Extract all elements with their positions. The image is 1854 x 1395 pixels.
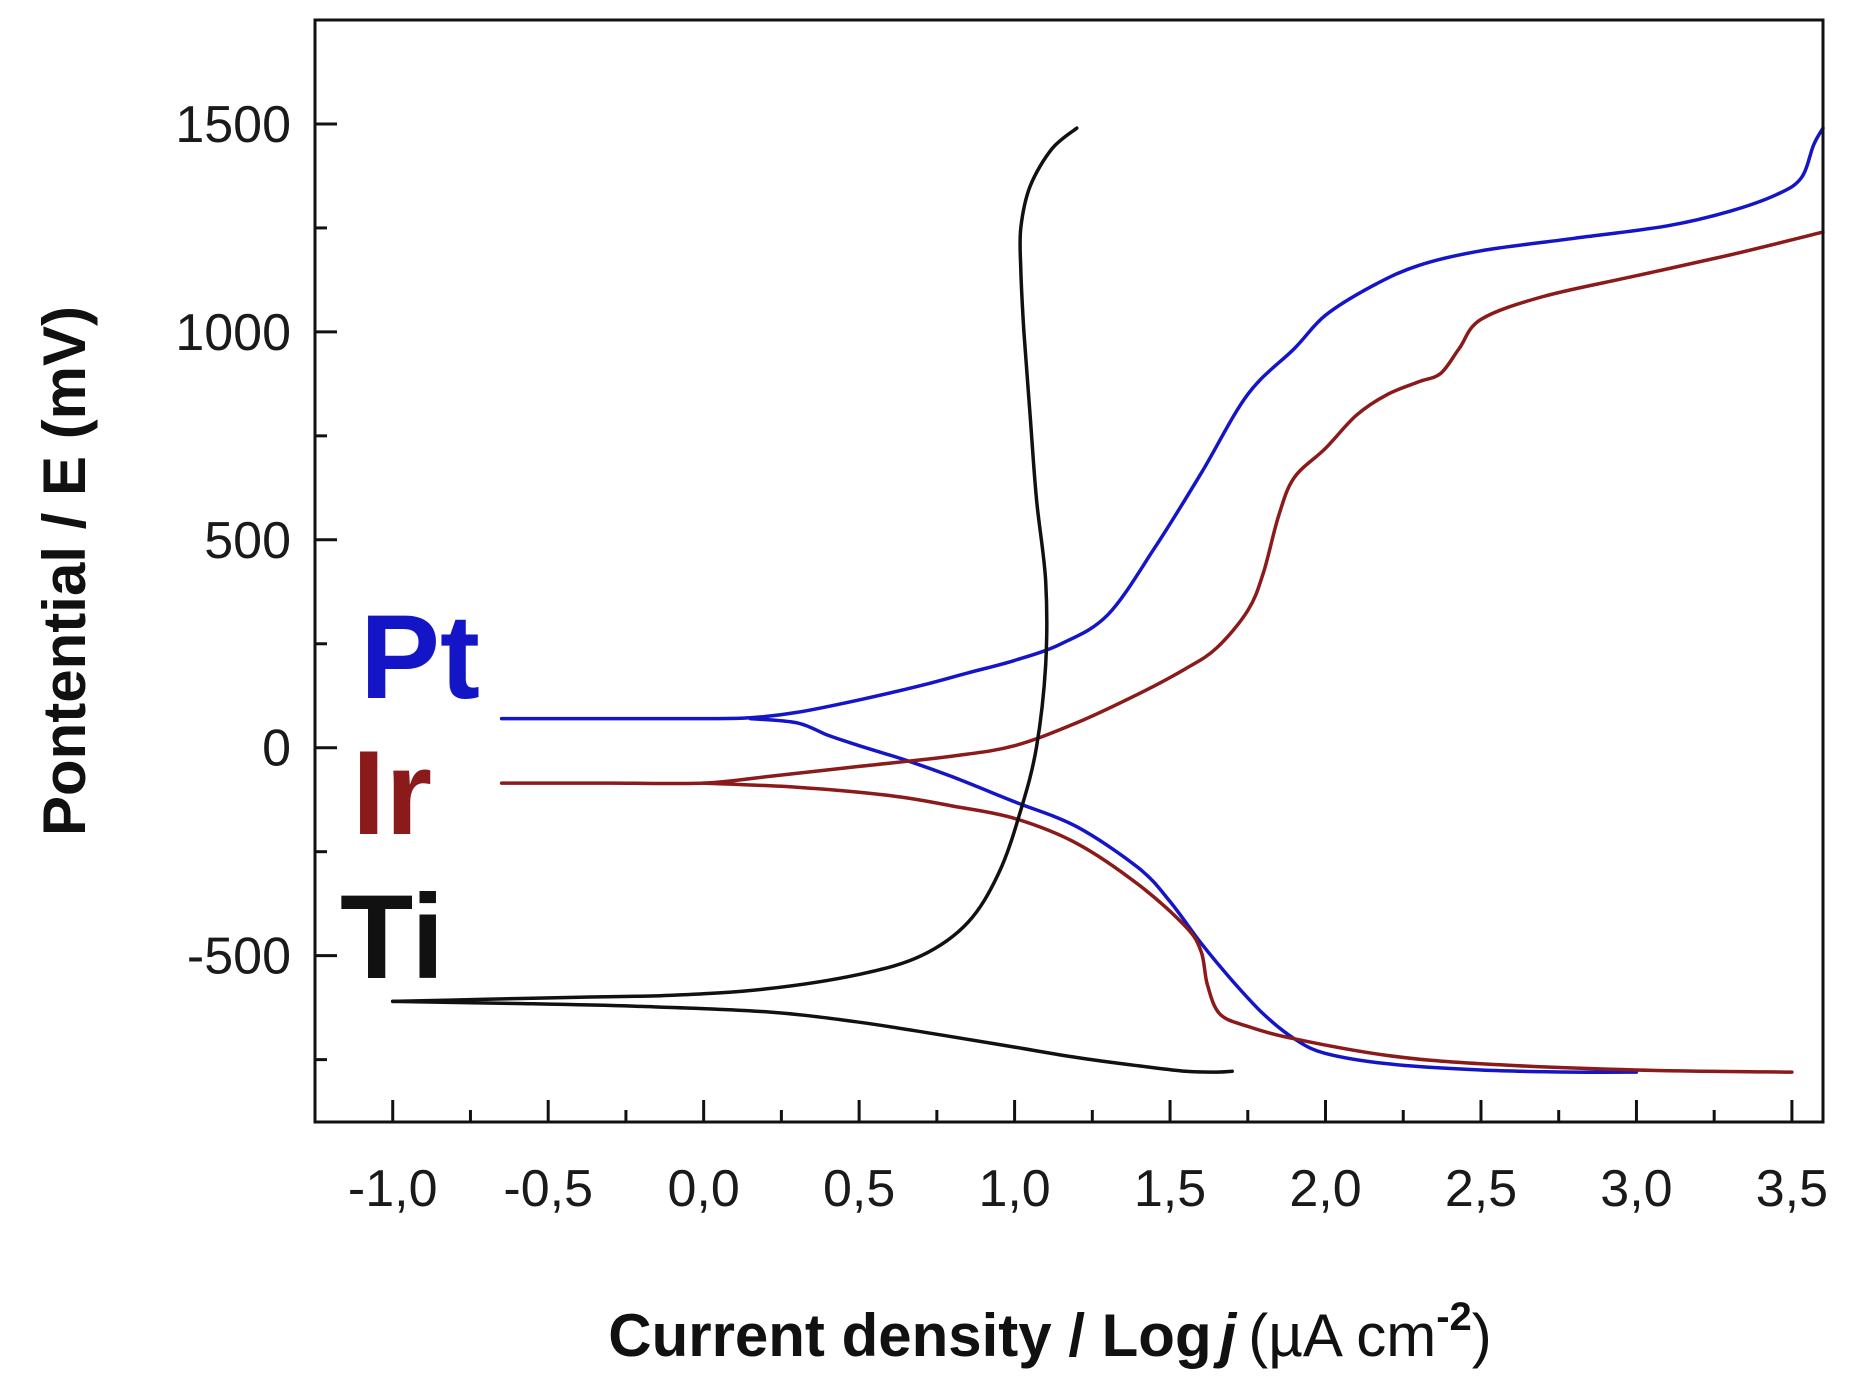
x-tick-label: 1,0 bbox=[978, 1160, 1050, 1218]
x-tick-label: 0,5 bbox=[823, 1160, 895, 1218]
x-tick-label: 0,0 bbox=[668, 1160, 740, 1218]
y-axis-title: Pontential / E (mV) bbox=[31, 306, 98, 836]
y-tick-label: -500 bbox=[187, 928, 291, 986]
x-axis-title-close: ) bbox=[1472, 1302, 1492, 1369]
x-tick-label: 3,5 bbox=[1756, 1160, 1828, 1218]
series-line-ir-cathodic bbox=[701, 781, 1794, 1074]
legend-label-pt: Pt bbox=[360, 590, 480, 724]
series-line-pt bbox=[499, 126, 1825, 721]
legend-label-ti: Ti bbox=[340, 870, 444, 1004]
x-tick-label: 2,0 bbox=[1289, 1160, 1361, 1218]
x-axis-title-main: Current density / Log bbox=[608, 1302, 1211, 1369]
y-axis-ticks: -500 0 500 1000 1500 bbox=[175, 96, 337, 1062]
x-tick-label: 3,0 bbox=[1600, 1160, 1672, 1218]
series-line-pt-cathodic bbox=[748, 716, 1639, 1074]
x-axis-ticks: -1,0 -0,5 0,0 0,5 1,0 1,5 2,0 2,5 3,0 3,5 bbox=[348, 1100, 1828, 1218]
x-tick-label: -0,5 bbox=[503, 1160, 593, 1218]
legend-label-ir: Ir bbox=[352, 726, 432, 860]
y-tick-label: 0 bbox=[262, 720, 291, 778]
series-line-ir bbox=[499, 230, 1825, 786]
x-tick-label: 1,5 bbox=[1134, 1160, 1206, 1218]
series-line-ti bbox=[390, 126, 1079, 1004]
y-tick-label: 1000 bbox=[175, 304, 291, 362]
x-axis-title-unit: (µA cm bbox=[1248, 1302, 1436, 1369]
x-tick-label: -1,0 bbox=[348, 1160, 438, 1218]
y-tick-label: 1500 bbox=[175, 96, 291, 154]
y-tick-label: 500 bbox=[204, 512, 291, 570]
x-tick-label: 2,5 bbox=[1445, 1160, 1517, 1218]
x-axis-title-exponent: -2 bbox=[1436, 1295, 1472, 1339]
curve-layer bbox=[390, 126, 1825, 1074]
x-axis-title: Current density / Log j (µA cm-2) bbox=[608, 1295, 1492, 1369]
plot-frame bbox=[313, 18, 1825, 1124]
series-line-ti-cathodic bbox=[390, 999, 1234, 1074]
